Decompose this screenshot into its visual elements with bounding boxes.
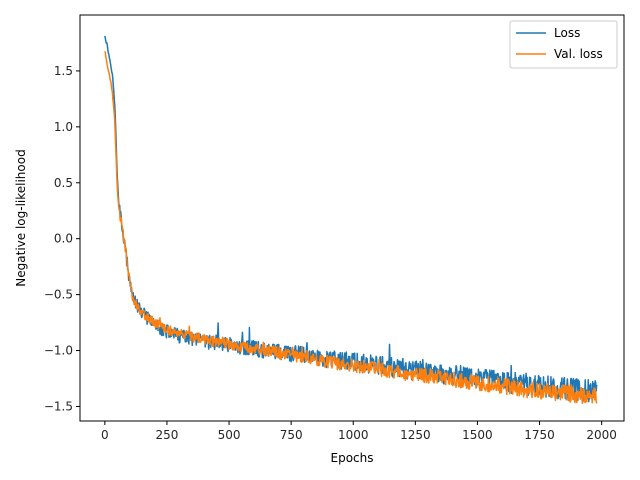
y-axis-ticks: −1.5 −1.0 −0.5 0.0 0.5 1.0 1.5 <box>44 64 80 413</box>
series-line-val-loss <box>104 50 598 404</box>
x-tick-label: 0 <box>101 428 109 442</box>
legend-label-val-loss: Val. loss <box>554 47 603 61</box>
x-tick-label: 2000 <box>586 428 617 442</box>
x-tick-label: 1500 <box>462 428 493 442</box>
y-tick-label: 1.5 <box>54 64 73 78</box>
plot-frame <box>79 14 625 422</box>
x-tick-label: 750 <box>280 428 303 442</box>
y-tick-label: 0.5 <box>54 176 73 190</box>
plot-lines <box>104 35 598 404</box>
x-tick-label: 1000 <box>338 428 369 442</box>
legend: Loss Val. loss <box>509 20 618 69</box>
y-tick-label: −1.0 <box>44 344 73 358</box>
y-tick-label: 1.0 <box>54 120 73 134</box>
x-tick-label: 250 <box>155 428 178 442</box>
y-tick-label: −0.5 <box>44 288 73 302</box>
x-tick-label: 500 <box>218 428 241 442</box>
y-axis-label: Negative log-likelihood <box>14 149 28 286</box>
y-tick-label: −1.5 <box>44 399 73 413</box>
legend-label-loss: Loss <box>554 26 580 40</box>
x-axis-label: Epochs <box>331 451 374 465</box>
x-tick-label: 1250 <box>400 428 431 442</box>
series-line-loss <box>104 35 598 403</box>
y-tick-label: 0.0 <box>54 232 73 246</box>
x-axis-ticks: 0 250 500 750 1000 1250 1500 1750 2000 <box>101 421 617 442</box>
x-tick-label: 1750 <box>524 428 555 442</box>
